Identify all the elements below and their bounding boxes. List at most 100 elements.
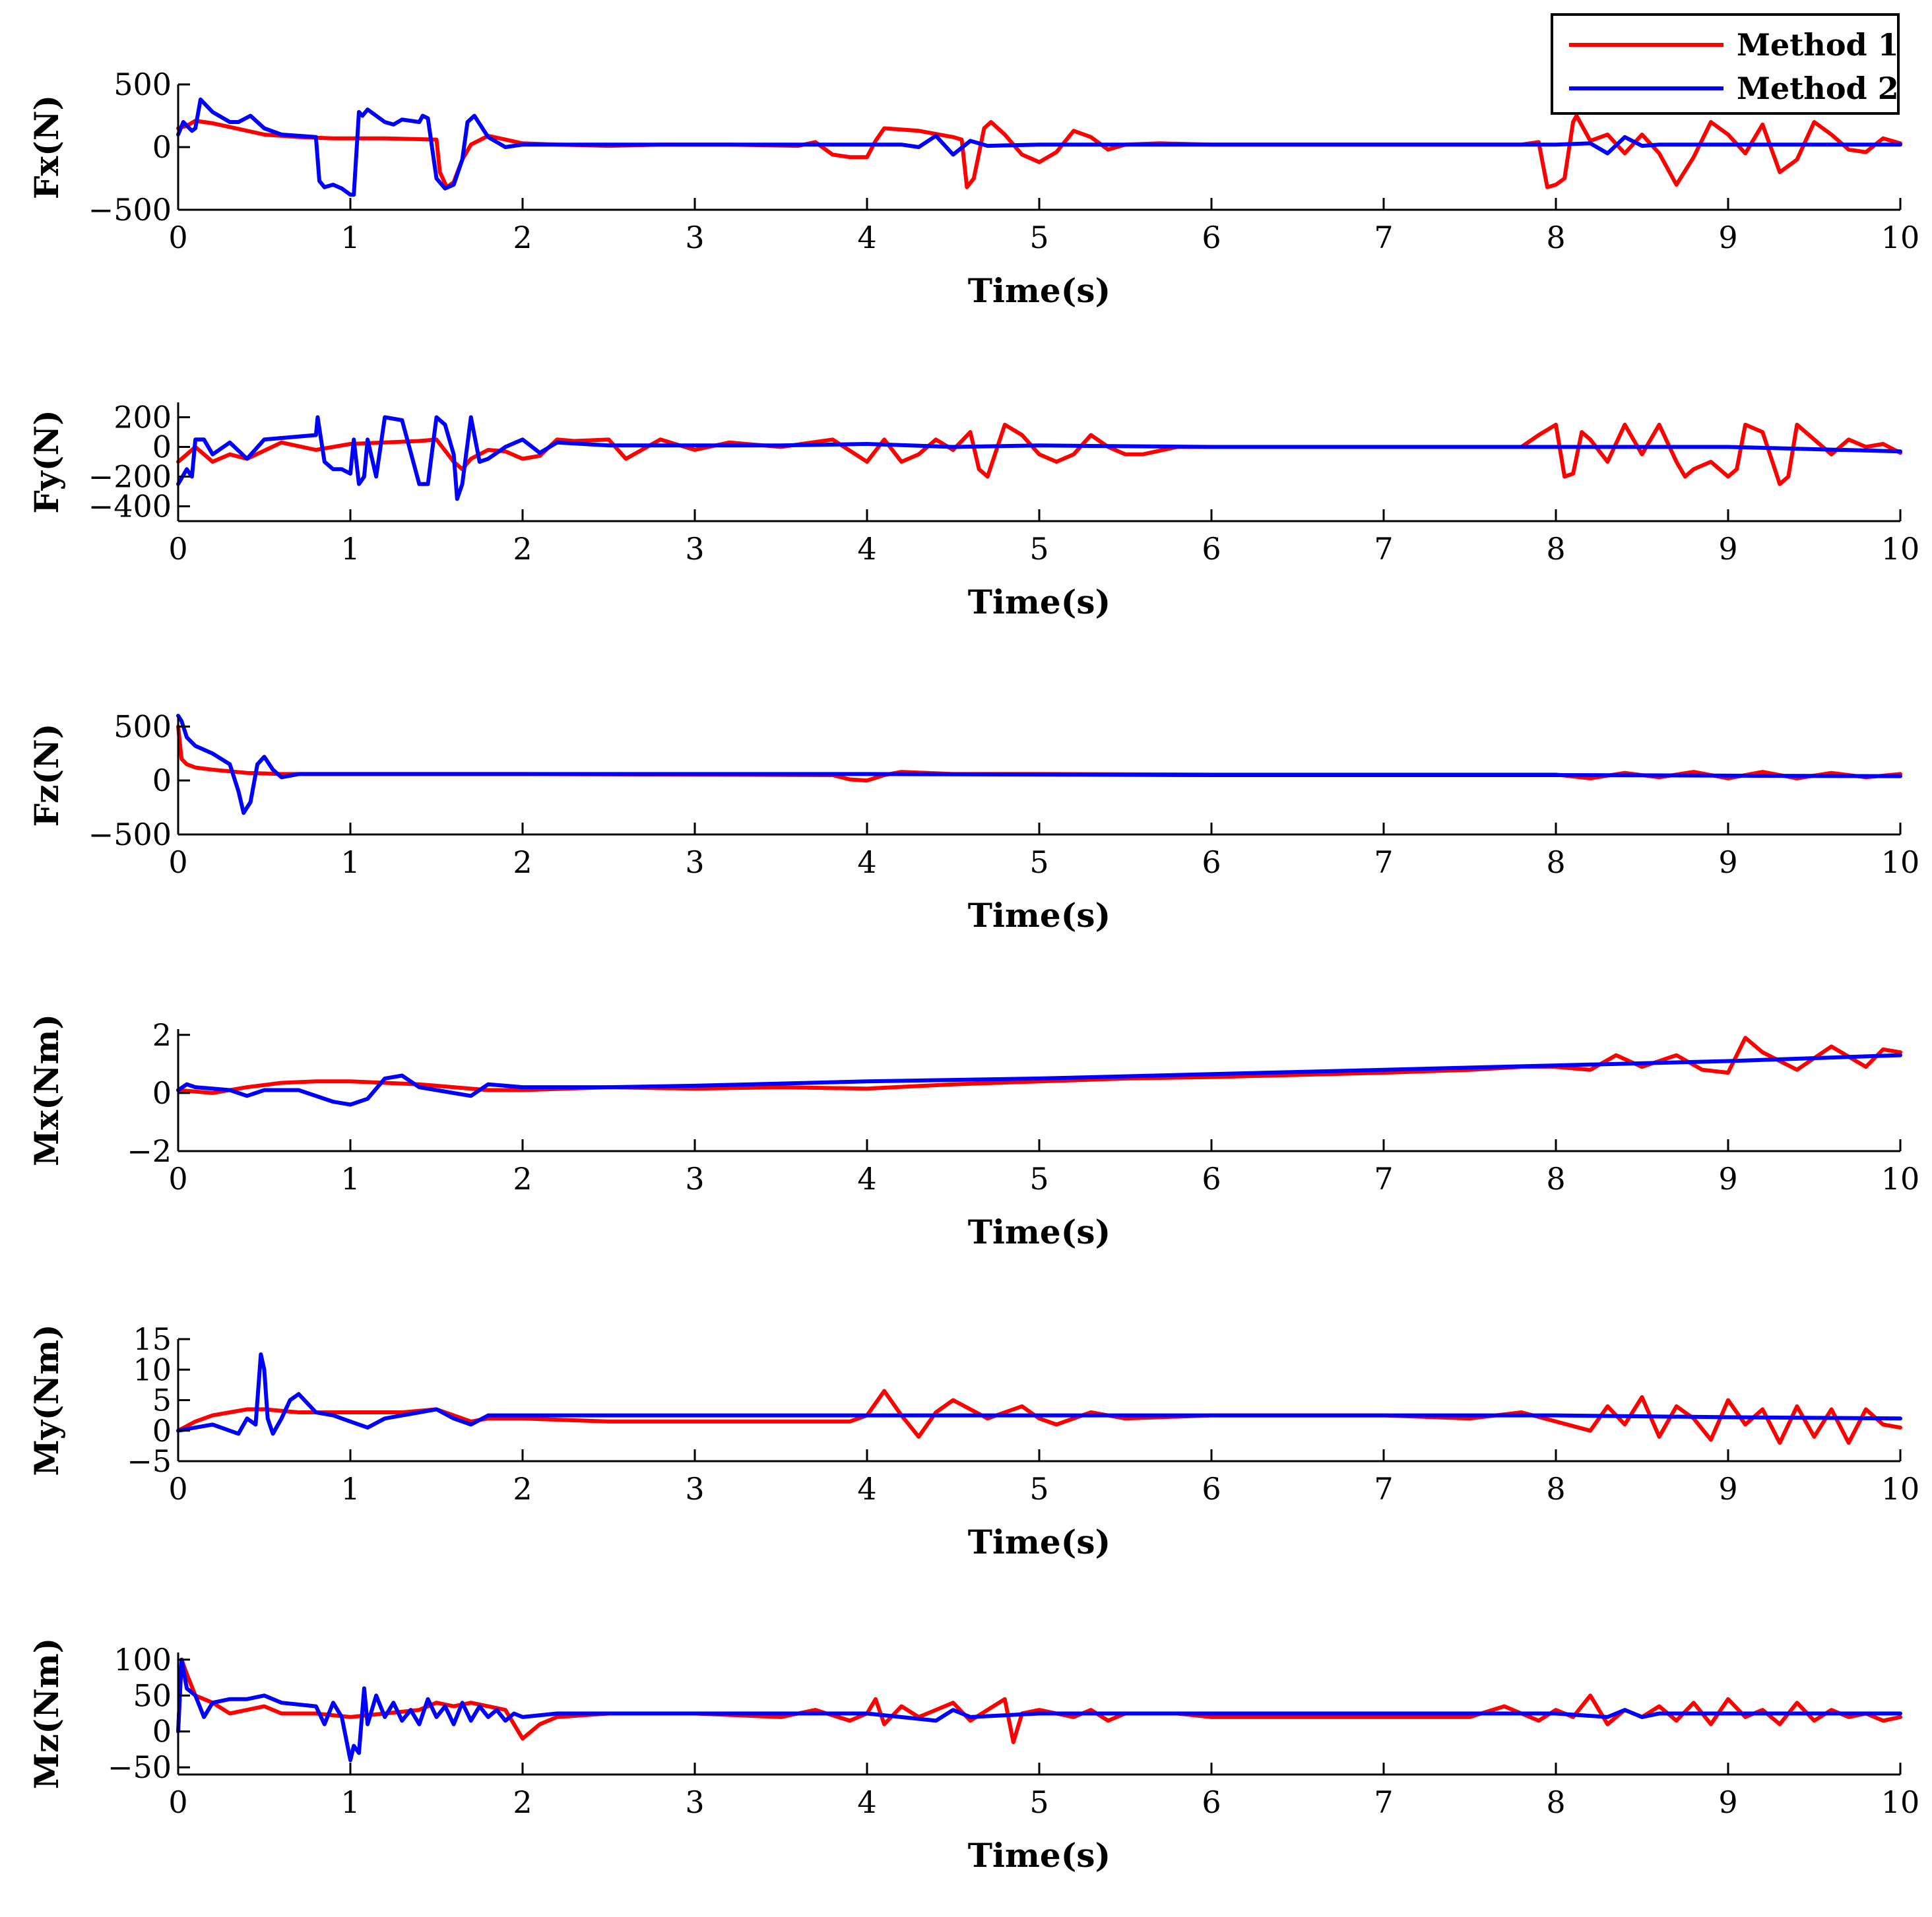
y-tick-label: −50 — [108, 1749, 172, 1785]
x-tick-label: 9 — [1718, 844, 1737, 880]
x-tick-label: 1 — [340, 531, 360, 567]
y-tick-label: 2 — [152, 1017, 172, 1053]
x-tick-label: 9 — [1718, 220, 1737, 255]
x-tick-label: 6 — [1202, 1471, 1221, 1507]
y-tick-label: −500 — [88, 192, 172, 228]
y-tick-label: 200 — [113, 400, 172, 435]
x-tick-label: 8 — [1546, 1161, 1565, 1197]
series-line-2 — [176, 1657, 1902, 1763]
series-line-1 — [176, 422, 1902, 486]
x-tick-label: 7 — [1374, 844, 1393, 880]
x-tick-label: 4 — [857, 531, 876, 567]
y-axis-label: Mx(Nm) — [27, 1014, 66, 1166]
x-tick-label: 5 — [1029, 1161, 1048, 1197]
x-tick-label: 7 — [1374, 1471, 1393, 1507]
x-tick-label: 3 — [685, 1784, 704, 1820]
x-tick-label: 0 — [168, 220, 187, 255]
x-tick-label: 0 — [168, 1161, 187, 1197]
x-tick-label: 9 — [1718, 531, 1737, 567]
y-axis-label: Fx(N) — [27, 95, 66, 199]
y-tick-label: −400 — [88, 489, 172, 524]
x-tick-label: 1 — [340, 844, 360, 880]
x-tick-label: 2 — [513, 1161, 532, 1197]
series-line-2 — [176, 97, 1902, 197]
series-line-2 — [176, 1053, 1902, 1107]
y-tick-label: 100 — [113, 1642, 172, 1678]
x-tick-label: 0 — [168, 1784, 187, 1820]
x-tick-label: 1 — [340, 1161, 360, 1197]
x-tick-label: 7 — [1374, 1784, 1393, 1820]
x-tick-label: 0 — [168, 1471, 187, 1507]
series-line-2 — [176, 1352, 1902, 1436]
x-tick-label: 1 — [340, 1471, 360, 1507]
x-tick-label: 2 — [513, 220, 532, 255]
y-tick-label: 500 — [113, 67, 172, 102]
x-tick-label: 5 — [1029, 1471, 1048, 1507]
legend: Method 1 Method 2 — [1551, 13, 1900, 115]
x-tick-label: 8 — [1546, 531, 1565, 567]
x-tick-label: 4 — [857, 1471, 876, 1507]
x-tick-label: 0 — [168, 531, 187, 567]
x-tick-label: 3 — [685, 1471, 704, 1507]
y-tick-label: −200 — [88, 459, 172, 495]
x-tick-label: 10 — [1881, 1784, 1920, 1820]
y-tick-label: 0 — [152, 1413, 172, 1449]
x-tick-label: 6 — [1202, 531, 1221, 567]
x-axis-label: Time(s) — [968, 582, 1111, 621]
y-tick-label: 500 — [113, 708, 172, 744]
x-tick-label: 5 — [1029, 1784, 1048, 1820]
x-tick-label: 5 — [1029, 531, 1048, 567]
x-tick-label: 7 — [1374, 531, 1393, 567]
x-tick-label: 2 — [513, 1471, 532, 1507]
x-tick-label: 3 — [685, 531, 704, 567]
x-tick-label: 8 — [1546, 844, 1565, 880]
x-tick-label: 8 — [1546, 1471, 1565, 1507]
x-tick-label: 9 — [1718, 1471, 1737, 1507]
x-tick-label: 6 — [1202, 1161, 1221, 1197]
y-tick-label: 5 — [152, 1383, 172, 1418]
x-tick-label: 6 — [1202, 1784, 1221, 1820]
x-axis-label: Time(s) — [968, 271, 1111, 310]
x-tick-label: 2 — [513, 844, 532, 880]
x-tick-label: 6 — [1202, 220, 1221, 255]
x-tick-label: 9 — [1718, 1784, 1737, 1820]
x-tick-label: 1 — [340, 220, 360, 255]
x-tick-label: 10 — [1881, 844, 1920, 880]
x-tick-label: 2 — [513, 1784, 532, 1820]
x-tick-label: 9 — [1718, 1161, 1737, 1197]
x-tick-label: 1 — [340, 1784, 360, 1820]
x-tick-label: 10 — [1881, 1161, 1920, 1197]
x-tick-label: 5 — [1029, 844, 1048, 880]
x-axis-label: Time(s) — [968, 1836, 1111, 1875]
x-tick-label: 4 — [857, 844, 876, 880]
x-axis-label: Time(s) — [968, 1212, 1111, 1251]
series-line-1 — [176, 1657, 1902, 1744]
legend-label-1: Method 1 — [1737, 27, 1899, 63]
y-tick-label: 15 — [133, 1321, 172, 1357]
series-line-2 — [176, 415, 1902, 501]
legend-label-2: Method 2 — [1737, 71, 1899, 106]
y-tick-label: 0 — [152, 1714, 172, 1749]
x-tick-label: 4 — [857, 220, 876, 255]
y-tick-label: −2 — [127, 1133, 172, 1169]
x-tick-label: 10 — [1881, 531, 1920, 567]
x-tick-label: 3 — [685, 844, 704, 880]
y-axis-label: Mz(Nm) — [27, 1638, 66, 1790]
y-tick-label: −5 — [127, 1443, 172, 1479]
y-tick-label: 0 — [152, 763, 172, 798]
x-tick-label: 8 — [1546, 220, 1565, 255]
x-tick-label: 10 — [1881, 220, 1920, 255]
x-tick-label: 3 — [685, 220, 704, 255]
series-line-1 — [176, 1036, 1902, 1095]
x-tick-label: 6 — [1202, 844, 1221, 880]
x-tick-label: 4 — [857, 1161, 876, 1197]
series-line-2 — [176, 714, 1902, 815]
x-tick-label: 7 — [1374, 220, 1393, 255]
x-tick-label: 0 — [168, 844, 187, 880]
